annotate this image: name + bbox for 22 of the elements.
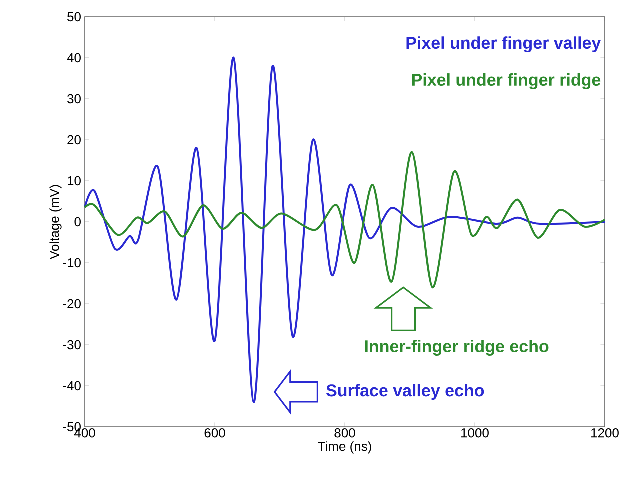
x-tick-label: 1200 (592, 428, 619, 438)
x-tick-label: 800 (334, 428, 356, 438)
y-tick-label: 40 (67, 53, 81, 63)
y-tick-label: -10 (63, 258, 81, 268)
text: Pixel under finger valley (406, 36, 602, 53)
y-tick-label: 20 (68, 135, 81, 145)
y-tick-label: -40 (63, 381, 81, 391)
text: Pixel under finger ridge (412, 74, 601, 90)
x-tick-label: 1000 (462, 428, 489, 438)
line-series (84, 151, 606, 289)
x-axis-title: Time (ns) (318, 442, 372, 454)
y-tick-label: 0 (74, 217, 81, 227)
x-tick-label: 600 (204, 428, 226, 438)
y-tick-label: 50 (68, 12, 81, 22)
y-tick-label: 10 (68, 176, 81, 186)
annotation: Surface valley echo (326, 384, 484, 400)
annotation: Inner-finger ridge echo (365, 340, 549, 356)
y-tick-label: 30 (68, 94, 81, 104)
y-tick-label: -20 (63, 299, 81, 309)
y-axis-title: Voltage (mV) (50, 185, 62, 260)
line-series (84, 56, 606, 404)
y-tick-label: -30 (63, 340, 81, 350)
